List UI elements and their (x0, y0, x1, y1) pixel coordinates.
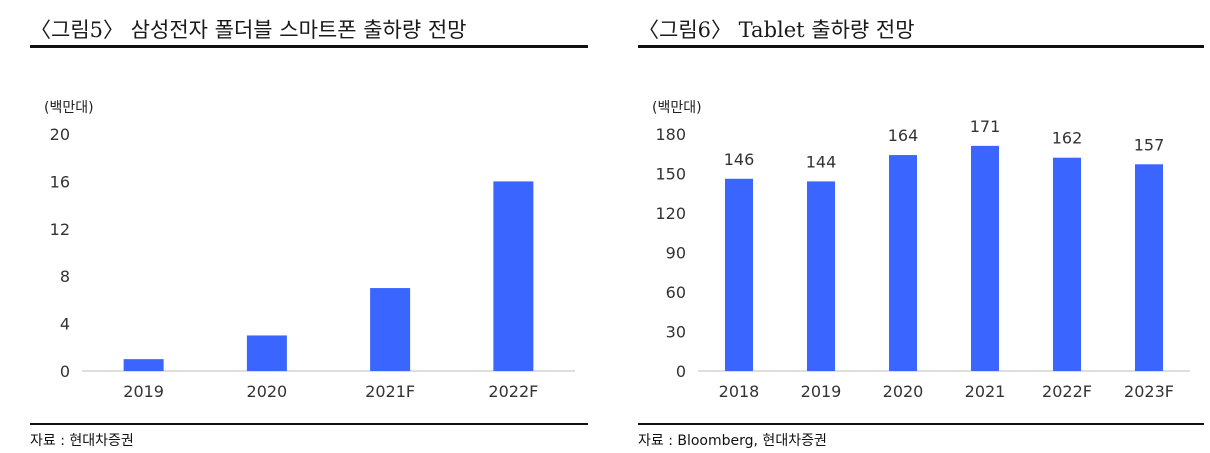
tablet-shipments-chart: (백만대) 0 30 60 90 120 150 180 2018 146 2019 144 2020 1… (652, 100, 1190, 401)
unit-label: (백만대) (652, 100, 702, 116)
x-tick-label: 2020 (883, 382, 924, 401)
unit-label: (백만대) (44, 100, 94, 116)
y-tick-label: 150 (655, 165, 686, 184)
x-tick-label: 2022F (1042, 382, 1092, 401)
y-tick-label: 30 (666, 323, 686, 342)
bar (889, 155, 917, 371)
x-tick-label: 2023F (1124, 382, 1174, 401)
y-tick-label: 12 (50, 220, 70, 239)
figure-6-source: 자료 : Bloomberg, 현대차증권 (638, 433, 827, 449)
y-tick-label: 120 (655, 204, 686, 223)
bar (971, 145, 999, 371)
data-label: 144 (806, 152, 837, 171)
bar (123, 359, 164, 371)
figure-6-title: 〈그림6〉 Tablet 출하량 전망 (638, 18, 915, 42)
data-label: 164 (888, 126, 919, 145)
y-tick-label: 180 (655, 125, 686, 144)
data-label: 157 (1134, 135, 1165, 154)
data-label: 146 (724, 150, 755, 169)
figure-6-top-rule (638, 45, 1204, 48)
y-tick-label: 20 (50, 125, 70, 144)
figure-5-panel: 〈그림5〉 삼성전자 폴더블 스마트폰 출하량 전망 (백만대) 0 4 8 12 16 2… (30, 0, 588, 453)
figure-5-source: 자료 : 현대차증권 (30, 433, 134, 449)
data-label: 162 (1052, 129, 1083, 148)
x-tick-label: 2020 (247, 382, 288, 401)
x-tick-label: 2019 (123, 382, 164, 401)
x-tick-label: 2019 (801, 382, 842, 401)
y-tick-label: 0 (60, 362, 70, 381)
x-tick-label: 2018 (719, 382, 760, 401)
bar (1135, 164, 1163, 371)
bar (370, 288, 411, 371)
y-tick-label: 4 (60, 315, 70, 334)
x-tick-label: 2021F (365, 382, 415, 401)
bar (807, 181, 835, 371)
data-label: 171 (970, 117, 1001, 136)
figure-5-bottom-rule (30, 423, 588, 425)
y-tick-label: 8 (60, 267, 70, 286)
bar (725, 178, 753, 371)
bar (246, 335, 287, 371)
bar (493, 181, 534, 371)
figure-5-title: 〈그림5〉 삼성전자 폴더블 스마트폰 출하량 전망 (30, 18, 467, 42)
x-tick-label: 2022F (488, 382, 538, 401)
y-tick-label: 16 (50, 172, 70, 191)
y-tick-label: 0 (676, 362, 686, 381)
y-tick-label: 60 (666, 283, 686, 302)
figure-6-panel: 〈그림6〉 Tablet 출하량 전망 (백만대) 0 30 60 90 120 150 18… (638, 0, 1204, 453)
y-tick-label: 90 (666, 244, 686, 263)
foldable-shipments-chart: (백만대) 0 4 8 12 16 20 2019 2020 2021F 2022F (44, 100, 575, 401)
x-tick-label: 2021 (965, 382, 1006, 401)
bar (1053, 157, 1081, 371)
figure-6-bottom-rule (638, 423, 1204, 425)
figure-5-top-rule (30, 45, 588, 48)
